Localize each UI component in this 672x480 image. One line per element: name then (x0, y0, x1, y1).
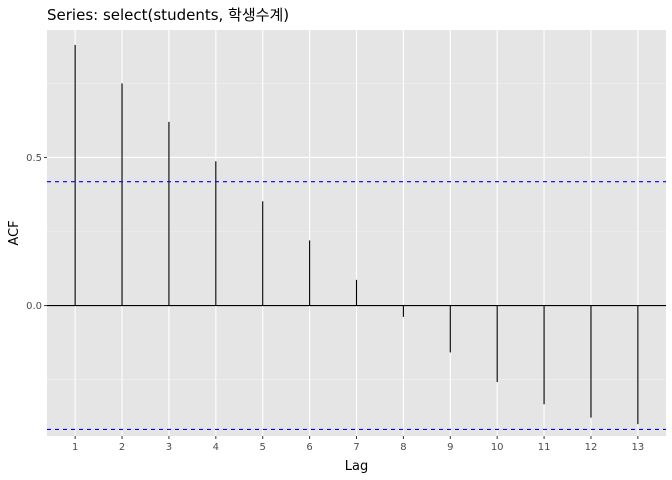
acf-bars (74, 44, 639, 425)
x-tick-label: 7 (353, 442, 359, 453)
x-tick-label: 13 (631, 442, 644, 453)
x-tick-label: 5 (260, 442, 266, 453)
y-tick-label: 0.5 (26, 153, 42, 164)
x-axis: 1 2 3 4 5 6 7 8 9 10 11 12 13 (72, 436, 644, 453)
x-tick-label: 4 (213, 442, 219, 453)
x-tick-label: 9 (447, 442, 453, 453)
x-tick-label: 8 (400, 442, 406, 453)
x-tick-label: 1 (72, 442, 78, 453)
confidence-bounds (47, 181, 666, 431)
x-tick-label: 3 (166, 442, 172, 453)
x-tick-label: 6 (306, 442, 312, 453)
x-tick-label: 10 (491, 442, 504, 453)
x-axis-title: Lag (345, 459, 368, 474)
y-tick-label: 0.0 (26, 301, 42, 312)
x-tick-label: 12 (585, 442, 598, 453)
y-axis: 0.0 0.5 (26, 153, 47, 312)
x-tick-label: 11 (538, 442, 551, 453)
chart-title: Series: select(students, 학생수계) (47, 6, 289, 24)
x-tick-label: 2 (119, 442, 125, 453)
y-axis-title: ACF (7, 220, 22, 245)
